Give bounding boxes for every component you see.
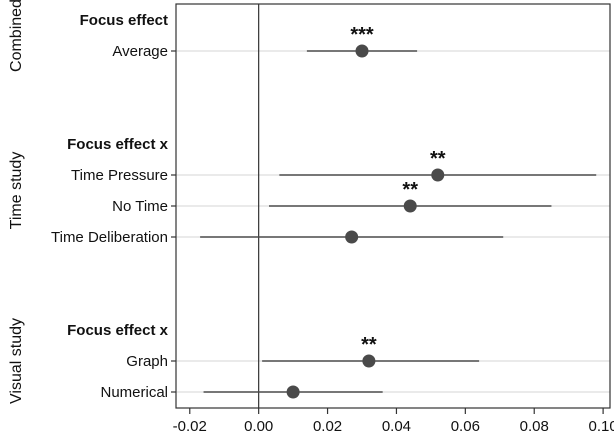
group-label: Visual study <box>8 318 25 404</box>
estimate-point <box>345 230 359 244</box>
significance-stars: ** <box>430 148 446 170</box>
coefficient-rows: Focus effect Average *** Focus effect x Time… <box>51 12 597 401</box>
significance-stars: *** <box>350 24 374 46</box>
x-tick-label: -0.02 <box>173 418 207 435</box>
x-tick-label: 0.04 <box>382 418 411 435</box>
group-labels: Combined Time study Visual study <box>8 0 25 404</box>
row-label: Time Deliberation <box>51 229 168 246</box>
row-label: Numerical <box>100 384 168 401</box>
significance-stars: ** <box>361 334 377 356</box>
row-label: Graph <box>126 353 168 370</box>
row-label: No Time <box>112 198 168 215</box>
x-tick-label: 0.06 <box>451 418 480 435</box>
estimate-point <box>362 354 376 368</box>
group-header-label: Focus effect x <box>67 136 169 153</box>
x-tick-label: 0.08 <box>520 418 549 435</box>
group-label: Time study <box>8 152 25 230</box>
x-tick-label: 0.00 <box>244 418 273 435</box>
estimate-point <box>403 199 417 213</box>
row-label: Average <box>112 43 168 60</box>
x-tick-label: 0.10 <box>589 418 614 435</box>
row-label: Time Pressure <box>71 167 168 184</box>
significance-stars: ** <box>402 179 418 201</box>
group-header-label: Focus effect x <box>67 322 169 339</box>
group-label: Combined <box>8 0 25 72</box>
estimate-point <box>355 44 369 58</box>
estimate-point <box>431 168 445 182</box>
group-header-label: Focus effect <box>80 12 168 29</box>
x-axis-ticks: -0.02 0.00 0.02 0.04 0.06 0.08 0.10 <box>173 408 614 435</box>
gridlines <box>176 50 610 393</box>
x-tick-label: 0.02 <box>313 418 342 435</box>
estimate-point <box>286 385 300 399</box>
